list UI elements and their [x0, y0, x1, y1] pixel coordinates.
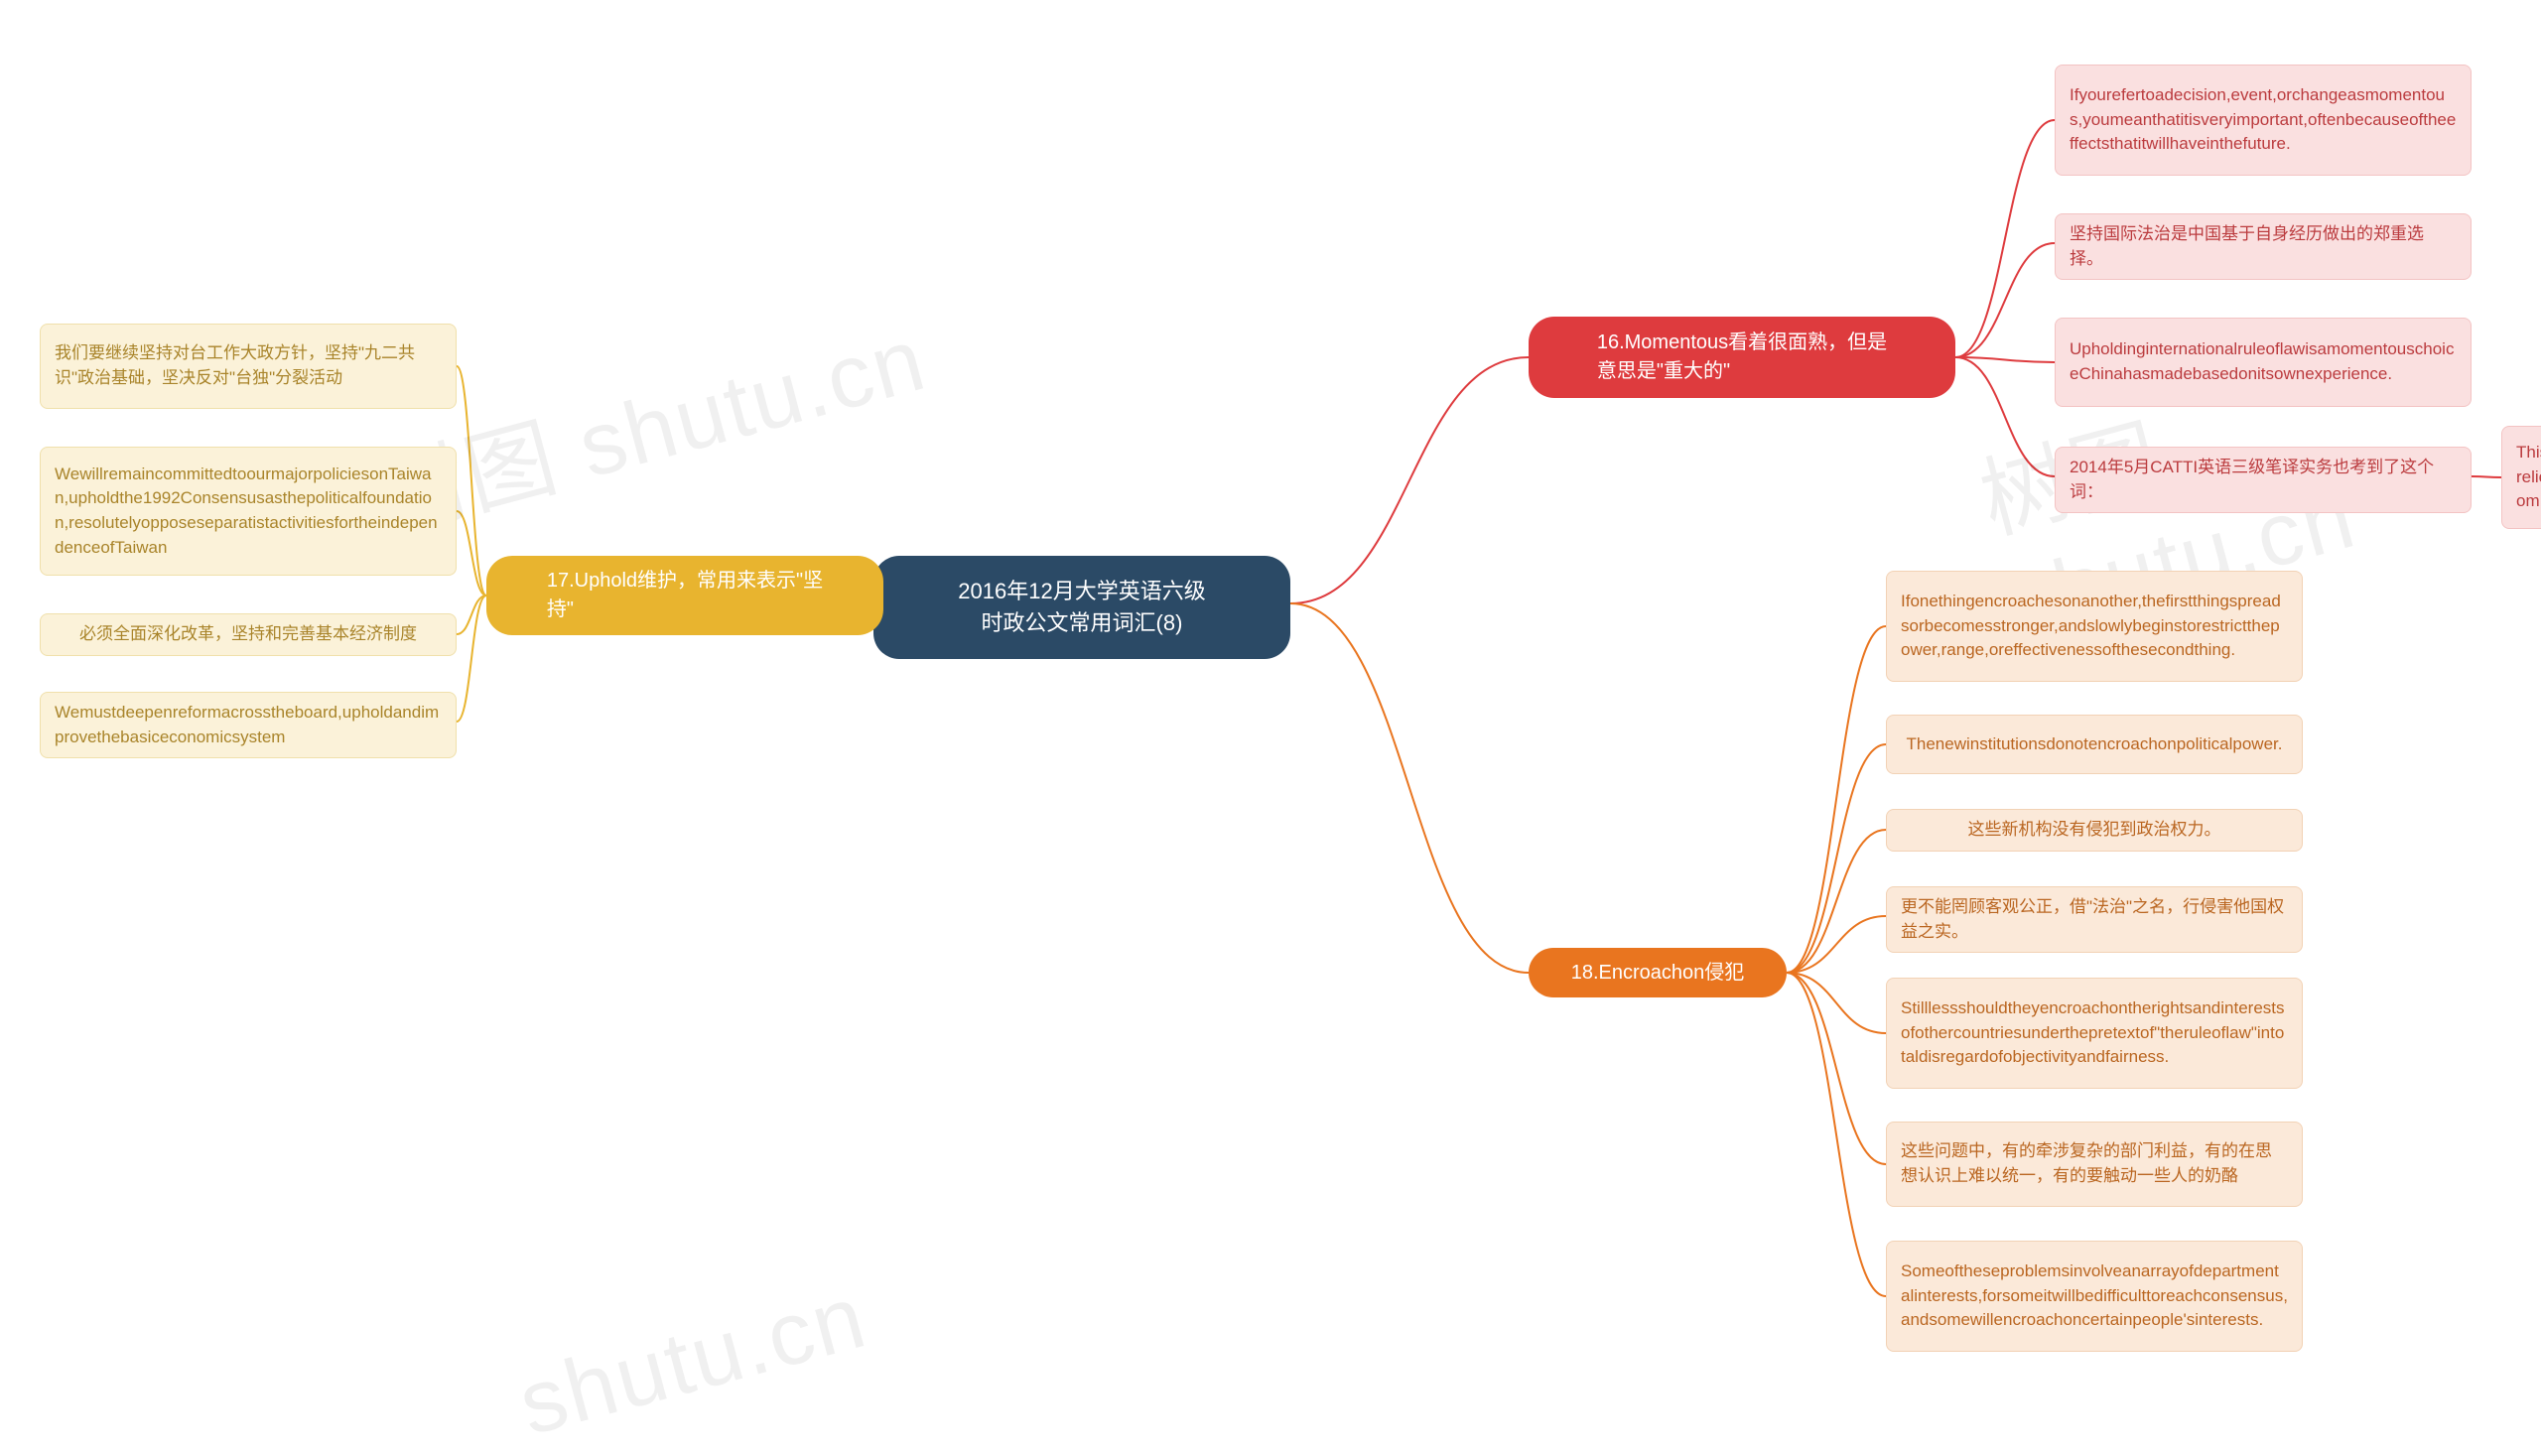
leaf-label: Ifyourefertoadecision,event,orchangeasmo…: [2070, 83, 2457, 157]
leaf-label: Wemustdeepenreformacrosstheboard,upholda…: [55, 701, 442, 749]
branch-b16: 16.Momentous看着很面熟，但是 意思是"重大的": [1529, 317, 1955, 398]
leaf: Ifonethingencroachesonanother,thefirstth…: [1886, 571, 2303, 682]
center-node-label: 2016年12月大学英语六级 时政公文常用词汇(8): [958, 576, 1205, 639]
leaf-child-label: ThiscouldbemomentousforGreenland,whichha…: [2516, 441, 2541, 514]
branch-b17: 17.Uphold维护，常用来表示"坚 持": [486, 556, 883, 635]
leaf: Wewillremaincommittedtoourmajorpolicieso…: [40, 447, 457, 576]
watermark: shutu.cn: [509, 1266, 877, 1456]
leaf-label: 2014年5月CATTI英语三级笔译实务也考到了这个词：: [2070, 456, 2457, 504]
leaf: 2014年5月CATTI英语三级笔译实务也考到了这个词：: [2055, 447, 2472, 513]
leaf-label: Someoftheseproblemsinvolveanarrayofdepar…: [1901, 1259, 2288, 1333]
branch-b18: 18.Encroachon侵犯: [1529, 948, 1787, 997]
leaf: Someoftheseproblemsinvolveanarrayofdepar…: [1886, 1241, 2303, 1352]
leaf: Stilllessshouldtheyencroachontherightsan…: [1886, 978, 2303, 1089]
center-node: 2016年12月大学英语六级 时政公文常用词汇(8): [873, 556, 1290, 659]
leaf: Upholdinginternationalruleoflawisamoment…: [2055, 318, 2472, 407]
leaf-child: ThiscouldbemomentousforGreenland,whichha…: [2501, 426, 2541, 529]
leaf: Thenewinstitutionsdonotencroachonpolitic…: [1886, 715, 2303, 774]
leaf: 更不能罔顾客观公正，借"法治"之名，行侵害他国权益之实。: [1886, 886, 2303, 953]
leaf-label: 更不能罔顾客观公正，借"法治"之名，行侵害他国权益之实。: [1901, 895, 2288, 944]
leaf: 我们要继续坚持对台工作大政方针，坚持"九二共识"政治基础，坚决反对"台独"分裂活…: [40, 324, 457, 409]
leaf: 坚持国际法治是中国基于自身经历做出的郑重选择。: [2055, 213, 2472, 280]
leaf: Wemustdeepenreformacrosstheboard,upholda…: [40, 692, 457, 758]
leaf-label: Wewillremaincommittedtoourmajorpolicieso…: [55, 463, 442, 561]
leaf-label: 必须全面深化改革，坚持和完善基本经济制度: [79, 622, 417, 647]
leaf-label: 这些新机构没有侵犯到政治权力。: [1968, 818, 2221, 843]
leaf: 必须全面深化改革，坚持和完善基本经济制度: [40, 613, 457, 656]
leaf-label: Ifonethingencroachesonanother,thefirstth…: [1901, 590, 2288, 663]
leaf: Ifyourefertoadecision,event,orchangeasmo…: [2055, 65, 2472, 176]
leaf-label: 我们要继续坚持对台工作大政方针，坚持"九二共识"政治基础，坚决反对"台独"分裂活…: [55, 341, 442, 390]
leaf-label: 坚持国际法治是中国基于自身经历做出的郑重选择。: [2070, 222, 2457, 271]
leaf: 这些问题中，有的牵涉复杂的部门利益，有的在思想认识上难以统一，有的要触动一些人的…: [1886, 1122, 2303, 1207]
leaf-label: Stilllessshouldtheyencroachontherightsan…: [1901, 996, 2288, 1070]
leaf-label: Upholdinginternationalruleoflawisamoment…: [2070, 337, 2457, 386]
leaf-label: 这些问题中，有的牵涉复杂的部门利益，有的在思想认识上难以统一，有的要触动一些人的…: [1901, 1139, 2288, 1188]
branch-b16-label: 16.Momentous看着很面熟，但是 意思是"重大的": [1597, 329, 1887, 386]
branch-b17-label: 17.Uphold维护，常用来表示"坚 持": [547, 567, 823, 624]
branch-b18-label: 18.Encroachon侵犯: [1571, 959, 1745, 988]
leaf-label: Thenewinstitutionsdonotencroachonpolitic…: [1907, 732, 2283, 757]
leaf: 这些新机构没有侵犯到政治权力。: [1886, 809, 2303, 852]
